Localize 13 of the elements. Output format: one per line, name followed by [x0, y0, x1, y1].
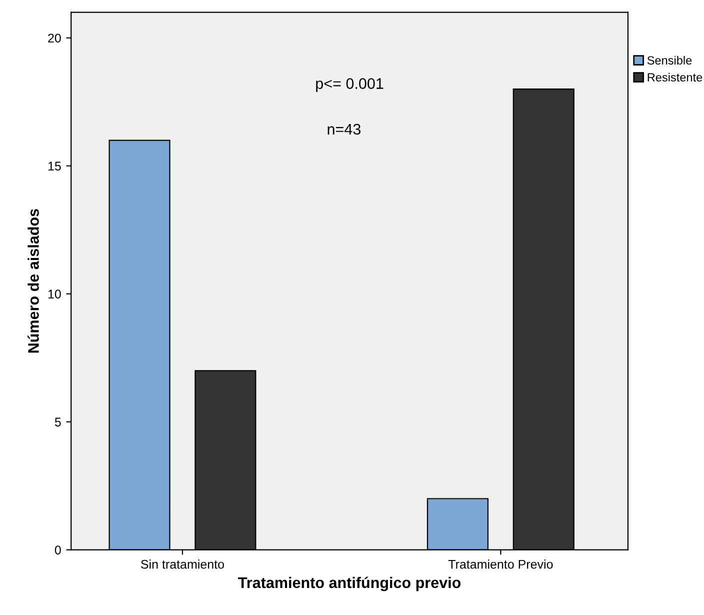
legend-label: Resistente: [648, 72, 702, 82]
y-axis-title: Número de aislados: [28, 209, 39, 353]
annotation: p<= 0.001: [316, 78, 384, 92]
y-tick-label: 10: [48, 290, 61, 299]
x-axis-title: Tratamiento antifúngico previo: [238, 576, 461, 592]
y-tick-label: 15: [48, 162, 61, 171]
y-tick-label: 0: [54, 546, 61, 554]
x-tick-label: Tratamiento Previo: [448, 560, 553, 569]
y-tick-label: 20: [48, 34, 61, 43]
y-tick-label: 5: [54, 418, 61, 426]
legend-label: Sensible: [647, 56, 692, 65]
annotation: n=43: [328, 124, 361, 135]
x-tick-label: Sin tratamiento: [141, 560, 224, 569]
